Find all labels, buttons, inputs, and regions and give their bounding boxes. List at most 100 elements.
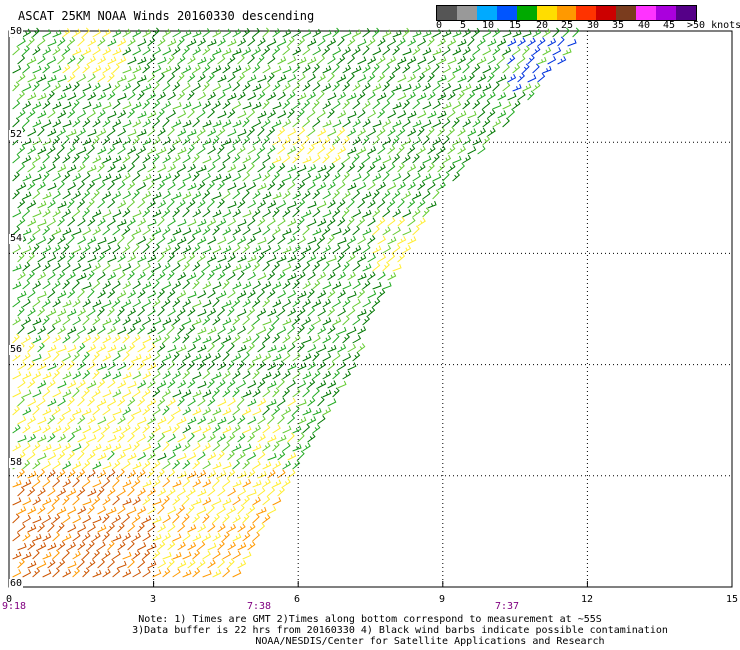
wind-barb — [42, 460, 51, 470]
wind-barb — [77, 91, 86, 101]
wind-barb — [252, 173, 262, 182]
wind-barb — [252, 424, 261, 434]
wind-barb — [282, 28, 292, 38]
wind-barb — [377, 198, 386, 209]
wind-barb — [332, 119, 342, 128]
wind-barb — [272, 155, 282, 164]
wind-barb — [172, 423, 181, 434]
wind-barb — [82, 425, 92, 434]
wind-barb — [287, 128, 297, 137]
wind-barb — [92, 333, 101, 344]
wind-barb — [267, 91, 277, 101]
wind-barb — [212, 352, 221, 362]
wind-barb — [152, 136, 161, 146]
wind-barb — [87, 217, 96, 227]
wind-barb — [347, 343, 357, 353]
legend-label-8: 40 — [638, 20, 651, 31]
wind-barb — [57, 360, 66, 371]
wind-barb — [67, 234, 75, 245]
wind-barb — [97, 271, 106, 281]
wind-barb — [162, 281, 172, 290]
wind-barb — [207, 487, 216, 497]
wind-barb — [117, 362, 127, 371]
wind-barb — [382, 45, 391, 56]
wind-barb — [237, 254, 247, 263]
wind-barb — [412, 225, 420, 236]
wind-barb — [292, 136, 301, 146]
wind-barb — [237, 433, 246, 443]
wind-barb — [37, 542, 47, 551]
wind-barb — [342, 135, 350, 146]
wind-barb — [187, 432, 195, 443]
wind-barb — [312, 189, 321, 200]
wind-barb — [337, 126, 346, 137]
wind-barb — [232, 81, 241, 92]
wind-barb — [202, 497, 212, 506]
wind-barb — [242, 281, 252, 290]
wind-barb — [67, 541, 76, 551]
wind-barb — [457, 162, 466, 173]
wind-barb — [192, 261, 201, 272]
wind-barb — [42, 497, 52, 506]
wind-barb — [417, 180, 426, 191]
wind-barb — [187, 290, 197, 299]
wind-barb — [337, 145, 347, 155]
legend-swatch-5 — [536, 6, 557, 20]
wind-barb — [312, 154, 321, 164]
wind-barb — [197, 164, 207, 173]
wind-barb — [32, 533, 42, 542]
wind-barb — [77, 198, 86, 209]
wind-barb — [152, 81, 160, 92]
wind-barb — [47, 288, 56, 299]
wind-barb — [197, 433, 206, 443]
wind-barb — [222, 47, 232, 56]
wind-barb — [127, 506, 137, 515]
wind-barb — [522, 63, 530, 74]
wind-barb — [512, 46, 521, 56]
wind-barb — [207, 91, 216, 101]
wind-barb — [307, 378, 316, 389]
wind-barb — [202, 569, 212, 578]
wind-barb — [147, 307, 156, 317]
wind-barb — [187, 504, 195, 515]
wind-barb — [342, 154, 351, 164]
wind-barb — [277, 126, 286, 137]
wind-barb — [232, 533, 242, 542]
wind-barb — [147, 397, 157, 407]
wind-barb — [212, 387, 220, 398]
wind-barb — [222, 28, 231, 38]
wind-barb — [172, 406, 181, 416]
wind-barb — [132, 135, 141, 146]
wind-barb — [312, 407, 322, 416]
wind-barb — [217, 254, 227, 263]
wind-barb — [52, 101, 62, 110]
wind-barb — [102, 135, 111, 146]
wind-barb — [557, 36, 565, 47]
wind-barb — [292, 191, 302, 200]
wind-barb — [52, 460, 61, 470]
wind-barb — [37, 271, 47, 281]
wind-barb — [47, 109, 56, 119]
wind-barb — [217, 558, 226, 569]
wind-barb — [177, 72, 185, 83]
lat-label-60: 60 — [9, 578, 24, 589]
wind-barb — [147, 432, 155, 443]
wind-barb — [17, 54, 26, 65]
wind-barb — [337, 237, 347, 245]
wind-barb — [297, 92, 307, 101]
wind-barb — [167, 360, 176, 371]
wind-barb — [12, 405, 21, 416]
wind-barb — [267, 145, 276, 155]
wind-barb — [37, 397, 46, 407]
wind-barb — [82, 549, 90, 560]
wind-barb — [32, 101, 42, 110]
wind-barb — [17, 90, 26, 101]
wind-barb — [387, 252, 396, 263]
wind-barb — [342, 207, 350, 218]
legend-swatch-11 — [656, 6, 677, 20]
wind-barb — [137, 235, 147, 245]
wind-barb — [432, 47, 442, 56]
wind-barb — [207, 452, 217, 461]
wind-barb — [247, 380, 257, 389]
wind-barb — [72, 99, 80, 110]
